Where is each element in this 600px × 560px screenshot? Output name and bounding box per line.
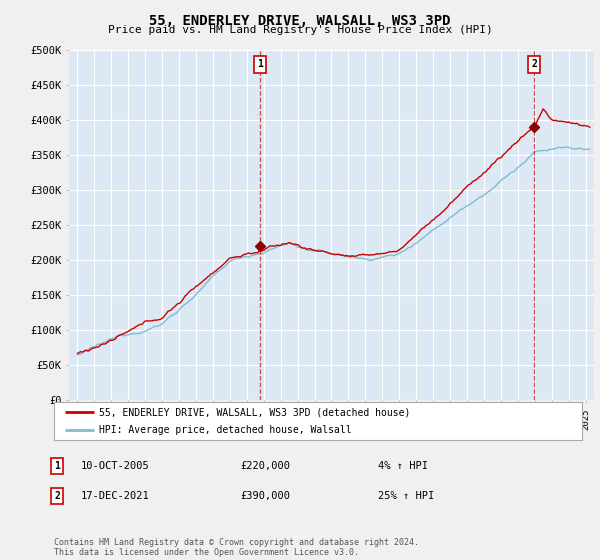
Text: 55, ENDERLEY DRIVE, WALSALL, WS3 3PD (detached house): 55, ENDERLEY DRIVE, WALSALL, WS3 3PD (de… xyxy=(99,407,410,417)
Text: £220,000: £220,000 xyxy=(240,461,290,471)
Text: 10-OCT-2005: 10-OCT-2005 xyxy=(81,461,150,471)
Text: 1: 1 xyxy=(54,461,60,471)
Text: 55, ENDERLEY DRIVE, WALSALL, WS3 3PD: 55, ENDERLEY DRIVE, WALSALL, WS3 3PD xyxy=(149,14,451,28)
Text: 2: 2 xyxy=(54,491,60,501)
Text: 1: 1 xyxy=(257,59,263,69)
Text: 4% ↑ HPI: 4% ↑ HPI xyxy=(378,461,428,471)
Text: 2: 2 xyxy=(531,59,537,69)
Text: 25% ↑ HPI: 25% ↑ HPI xyxy=(378,491,434,501)
Text: 17-DEC-2021: 17-DEC-2021 xyxy=(81,491,150,501)
Text: Contains HM Land Registry data © Crown copyright and database right 2024.
This d: Contains HM Land Registry data © Crown c… xyxy=(54,538,419,557)
Text: Price paid vs. HM Land Registry's House Price Index (HPI): Price paid vs. HM Land Registry's House … xyxy=(107,25,493,35)
Text: £390,000: £390,000 xyxy=(240,491,290,501)
Text: HPI: Average price, detached house, Walsall: HPI: Average price, detached house, Wals… xyxy=(99,425,352,435)
